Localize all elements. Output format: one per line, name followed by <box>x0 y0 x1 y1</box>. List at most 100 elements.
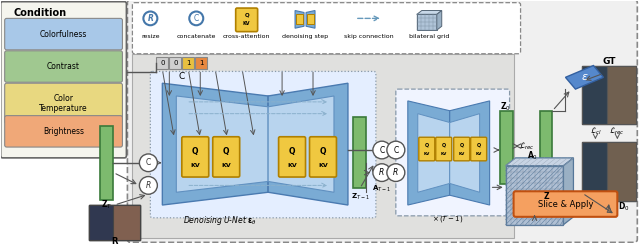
FancyBboxPatch shape <box>4 51 122 82</box>
Polygon shape <box>306 11 315 28</box>
Text: KV: KV <box>424 152 430 156</box>
Text: Q: Q <box>244 13 249 18</box>
FancyBboxPatch shape <box>182 137 209 177</box>
Bar <box>582 65 607 124</box>
Bar <box>132 54 513 238</box>
Polygon shape <box>176 96 268 192</box>
Text: KV: KV <box>476 152 482 156</box>
Bar <box>113 205 140 240</box>
FancyBboxPatch shape <box>150 71 376 218</box>
Text: Denoising U-Net $\mathbf{\epsilon}_\theta$: Denoising U-Net $\mathbf{\epsilon}_\thet… <box>183 214 257 227</box>
Text: $\mathbf{D}_0$: $\mathbf{D}_0$ <box>618 201 629 213</box>
Text: skip connection: skip connection <box>344 34 394 39</box>
Text: GT: GT <box>603 57 616 66</box>
Text: C: C <box>194 14 199 23</box>
Polygon shape <box>417 11 442 14</box>
Text: resize: resize <box>141 34 159 39</box>
Text: Q: Q <box>442 143 446 148</box>
Text: Q: Q <box>320 147 326 156</box>
Circle shape <box>387 141 405 159</box>
Text: Color
Temperature: Color Temperature <box>39 94 88 113</box>
Text: $\mathbf{Z}_T$: $\mathbf{Z}_T$ <box>101 199 112 211</box>
Bar <box>296 14 303 24</box>
Text: Q: Q <box>425 143 429 148</box>
Text: 1: 1 <box>199 60 204 66</box>
Circle shape <box>373 164 391 182</box>
Bar <box>353 117 366 188</box>
Bar <box>88 205 140 240</box>
Polygon shape <box>268 96 334 192</box>
Bar <box>100 126 113 200</box>
Text: R: R <box>393 168 399 177</box>
Text: Condition: Condition <box>13 8 67 19</box>
Text: C: C <box>393 145 399 155</box>
Bar <box>582 142 636 201</box>
Text: Contrast: Contrast <box>47 62 80 71</box>
Text: 0: 0 <box>173 60 177 66</box>
Bar <box>182 57 195 69</box>
Text: KV: KV <box>458 152 465 156</box>
FancyBboxPatch shape <box>454 137 470 161</box>
Text: KV: KV <box>440 152 447 156</box>
Text: Colorfulness: Colorfulness <box>40 30 87 39</box>
FancyBboxPatch shape <box>1 2 127 158</box>
Polygon shape <box>163 83 268 205</box>
FancyBboxPatch shape <box>419 137 435 161</box>
Bar <box>607 142 636 201</box>
Bar <box>170 57 181 69</box>
FancyBboxPatch shape <box>470 137 486 161</box>
Bar <box>88 205 113 240</box>
Text: Q: Q <box>289 147 295 156</box>
Text: KV: KV <box>318 163 328 168</box>
Polygon shape <box>450 114 479 192</box>
Text: KV: KV <box>243 21 250 26</box>
Bar <box>506 166 563 225</box>
Text: bilateral grid: bilateral grid <box>408 34 449 39</box>
Text: $\mathbf{Z}_0$: $\mathbf{Z}_0$ <box>500 101 511 113</box>
Polygon shape <box>566 65 604 89</box>
Text: C: C <box>380 145 385 155</box>
Polygon shape <box>563 158 573 225</box>
Text: $\mathcal{L}_{rec}$: $\mathcal{L}_{rec}$ <box>518 140 534 152</box>
Text: R: R <box>147 14 154 23</box>
Text: Q: Q <box>460 143 464 148</box>
Text: $\mathcal{L}_{rec}$: $\mathcal{L}_{rec}$ <box>609 126 625 137</box>
Bar <box>540 111 552 185</box>
FancyBboxPatch shape <box>513 191 618 217</box>
FancyBboxPatch shape <box>212 137 239 177</box>
FancyBboxPatch shape <box>310 137 337 177</box>
Bar <box>88 205 140 240</box>
Circle shape <box>140 177 157 194</box>
Bar <box>582 142 607 201</box>
Text: Q: Q <box>477 143 481 148</box>
Circle shape <box>387 164 405 182</box>
Bar <box>156 57 168 69</box>
Bar <box>307 14 314 24</box>
Circle shape <box>140 154 157 172</box>
FancyBboxPatch shape <box>236 8 258 32</box>
Text: $\mathbf{Z}$: $\mathbf{Z}$ <box>543 190 550 201</box>
Text: C: C <box>146 158 151 167</box>
Text: Q: Q <box>192 147 198 156</box>
Polygon shape <box>450 101 490 205</box>
Text: 1: 1 <box>186 60 191 66</box>
Polygon shape <box>436 11 442 30</box>
FancyBboxPatch shape <box>127 0 637 242</box>
Text: cross-attention: cross-attention <box>223 34 271 39</box>
Text: $\mathcal{L}_{cl}$: $\mathcal{L}_{cl}$ <box>589 126 602 137</box>
FancyBboxPatch shape <box>396 89 509 216</box>
Circle shape <box>189 12 204 25</box>
Text: $\varepsilon$: $\varepsilon$ <box>580 72 588 82</box>
Polygon shape <box>418 114 450 192</box>
Text: C: C <box>178 72 184 81</box>
Bar <box>500 111 513 185</box>
Text: Brightness: Brightness <box>43 127 84 136</box>
Text: Slice & Apply: Slice & Apply <box>538 200 593 208</box>
Bar <box>582 65 636 124</box>
Bar <box>417 14 436 30</box>
FancyBboxPatch shape <box>4 83 122 124</box>
FancyBboxPatch shape <box>4 116 122 147</box>
Text: R: R <box>111 237 118 246</box>
Text: 0: 0 <box>160 60 164 66</box>
FancyBboxPatch shape <box>278 137 305 177</box>
